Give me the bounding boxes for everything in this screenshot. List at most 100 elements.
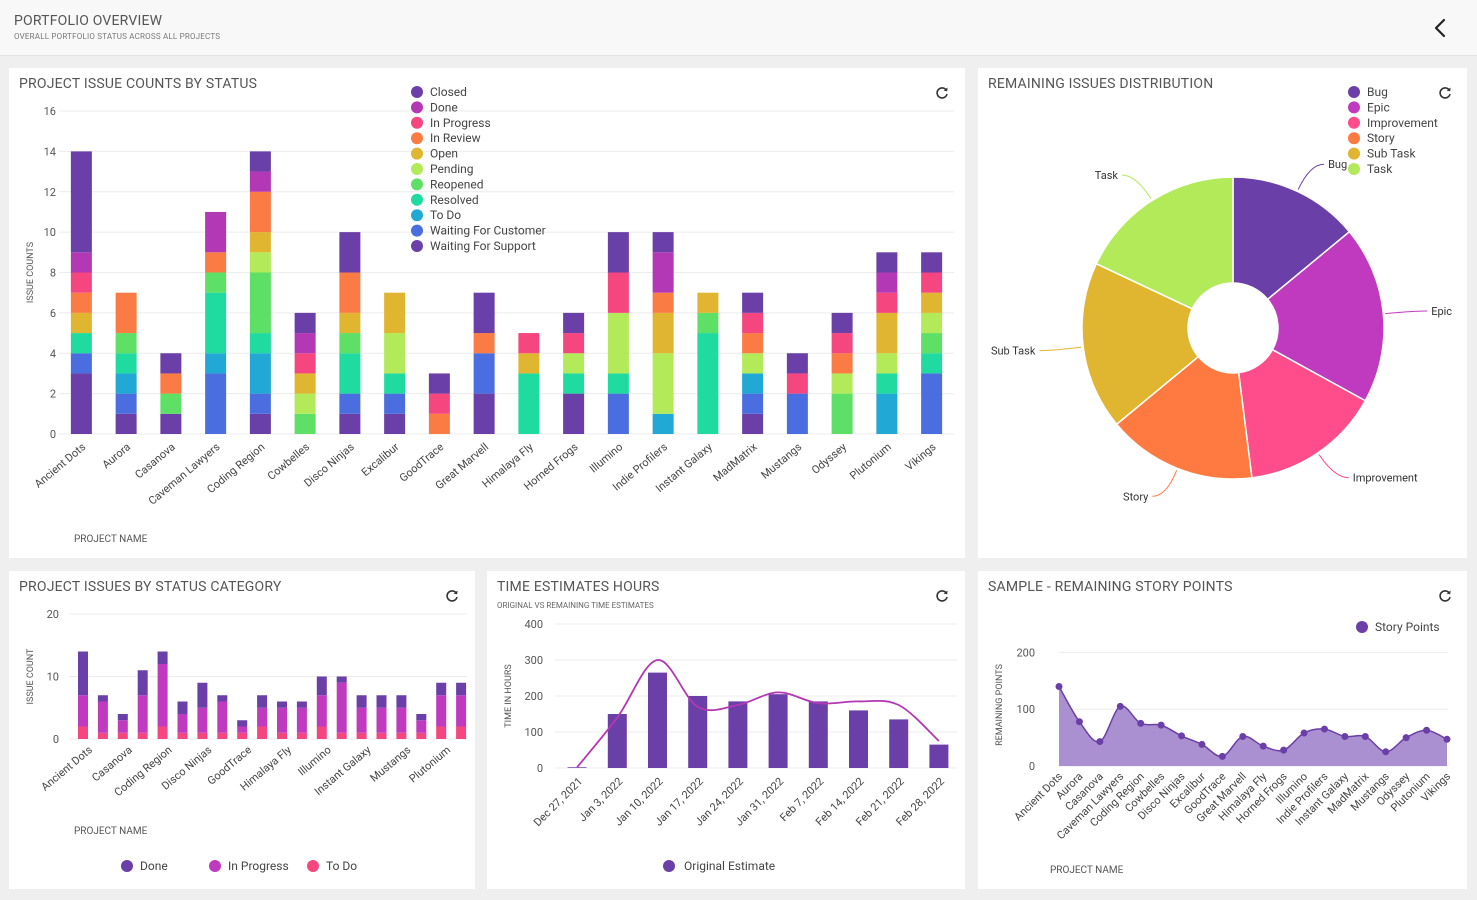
bar-segment-in-progress [376,707,387,733]
bar-segment-in-progress [316,695,327,727]
data-point [1198,740,1206,748]
bar-segment-waiting-for-support [742,413,764,434]
page-header: PORTFOLIO OVERVIEW OVERALL PORTFOLIO STA… [0,0,1477,56]
bar-original-estimate [808,701,828,768]
y-tick-label: 0 [1029,760,1035,773]
bar-segment-in-review [339,272,361,313]
x-tick-label: Mustangs [368,743,414,785]
data-point [1402,734,1410,742]
bar-segment-in-review [115,292,137,334]
bar-segment-waiting-for-customer [115,393,137,414]
x-tick-label: Disco Ninjas [302,440,358,490]
bar-segment-open [339,312,361,334]
bar-segment-in-progress [117,720,128,733]
leader-line [1297,163,1325,190]
bar-segment-to-do [78,726,88,739]
bar-segment-resolved [70,333,92,354]
leader-line [1318,454,1349,479]
bar-segment-to-do [249,353,271,394]
bar-segment-to-do [257,726,268,739]
bar-segment-in-progress [78,695,88,727]
status-category-chart: 0 10 20 ISSUE COUNT PROJECT NAME Ancient Dots… [26,608,467,873]
bar-segment-done [456,682,467,696]
panel-title: SAMPLE - REMAINING STORY POINTS [988,579,1233,595]
bar-segment-pending [921,312,943,334]
bar-original-estimate [929,744,949,768]
y-tick-label: 10 [44,226,56,239]
slice-label: Sub Task [991,345,1036,358]
bar-segment-done [217,695,228,702]
bar-segment-pending [294,393,316,414]
bar-segment-closed [563,312,585,334]
bar-segment-waiting-for-customer [742,393,764,414]
legend-label: In Progress [430,116,491,130]
refresh-icon[interactable] [1437,588,1453,604]
legend-label: To Do [430,208,461,222]
legend-label: Improvement [1367,116,1438,130]
bar-segment-reopened [921,333,943,354]
legend-label: Reopened [430,177,483,191]
y-tick-label: 6 [50,307,56,320]
refresh-icon[interactable] [934,588,950,604]
bar-segment-waiting-for-support [384,413,406,434]
bar-segment-open [294,373,316,394]
bar-segment-to-do [416,732,427,739]
bar-segment-open [697,292,719,313]
bar-segment-done [652,252,674,293]
page-title: PORTFOLIO OVERVIEW [14,13,163,29]
legend-marker [411,163,423,175]
legend-label: Open [430,147,458,161]
bar-segment-resolved [115,353,137,374]
data-point [1443,735,1451,743]
bar-original-estimate [728,701,748,768]
bar-segment-waiting-for-support [160,413,182,434]
back-chevron-icon[interactable] [1429,16,1453,40]
bar-segment-resolved [339,353,361,394]
bar-segment-in-progress [336,682,347,733]
refresh-icon[interactable] [934,85,950,101]
bar-segment-done [277,701,287,708]
x-tick-label: Plutonium [407,743,454,785]
x-tick-label: Illumino [587,440,625,475]
panel-title: TIME ESTIMATES HOURS [497,579,660,595]
bar-segment-closed [294,312,316,334]
bar-segment-to-do [205,353,227,374]
x-tick-label: Ancient Dots [39,743,96,793]
issue-counts-chart: 0 2 4 6 8 10 12 14 16 ISSUE COUNTS PROJECT NAME Anc… [26,85,954,545]
bar-segment-to-do [296,732,307,739]
bar-segment-in-progress [742,312,764,334]
bar-segment-to-do [117,732,128,739]
y-tick-label: 0 [50,428,56,441]
bar-segment-done [436,682,447,696]
bar-segment-to-do [177,732,188,739]
y-tick-label: 8 [50,267,56,280]
data-point [1361,732,1369,740]
panel-title: REMAINING ISSUES DISTRIBUTION [988,76,1214,92]
data-point [1341,732,1349,740]
bar-segment-to-do [376,732,387,739]
bar-segment-in-progress [157,664,168,727]
x-axis-label: PROJECT NAME [74,826,148,837]
bar-segment-closed [921,252,943,273]
bar-segment-to-do [197,732,208,739]
legend-marker [411,132,423,145]
leader-line [1152,470,1178,497]
y-tick-label: 10 [47,671,59,684]
data-point [1239,732,1247,740]
bar-segment-in-progress [296,707,307,733]
bar-segment-done [78,651,88,696]
bar-segment-in-progress [436,695,447,727]
y-tick-label: 100 [524,726,543,739]
page-subtitle: OVERALL PORTFOLIO STATUS ACROSS ALL PROJ… [14,32,221,41]
legend-label: Bug [1367,85,1388,99]
bar-segment-open [70,312,92,334]
refresh-icon[interactable] [444,588,460,604]
donut-slice-bug [1232,176,1351,301]
donut-slice-task [1095,176,1234,310]
y-tick-label: 12 [44,186,56,199]
refresh-icon[interactable] [1437,85,1453,101]
bar-segment-in-progress [257,707,268,727]
bar-segment-done [876,272,898,293]
y-axis-label: REMAINING POINTS [995,664,1005,746]
